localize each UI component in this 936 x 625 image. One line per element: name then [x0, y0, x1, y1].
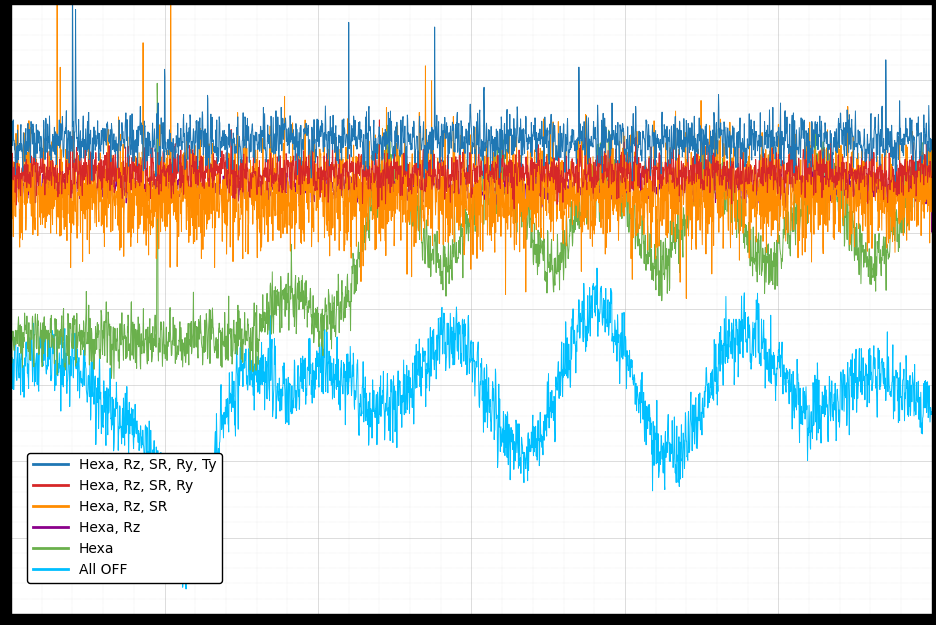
Legend: Hexa, Rz, SR, Ry, Ty, Hexa, Rz, SR, Ry, Hexa, Rz, SR, Hexa, Rz, Hexa, All OFF: Hexa, Rz, SR, Ry, Ty, Hexa, Rz, SR, Ry, …	[27, 452, 222, 582]
